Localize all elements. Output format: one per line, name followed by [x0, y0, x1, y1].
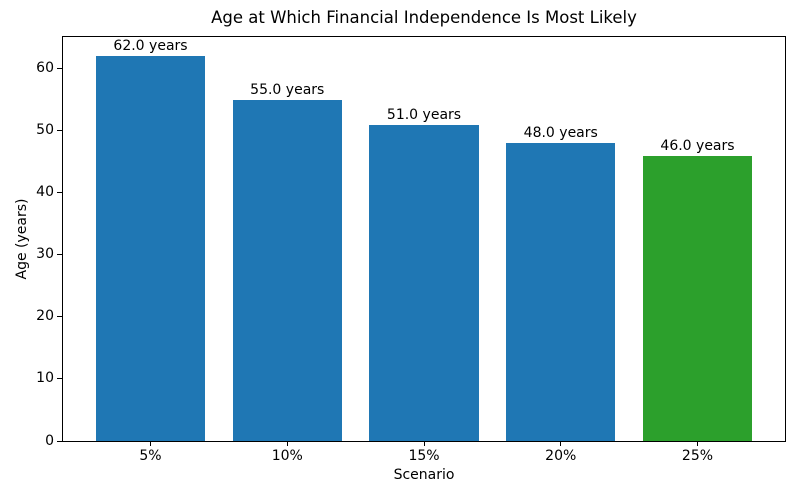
y-axis-tick — [57, 254, 62, 256]
bar — [369, 124, 479, 441]
x-axis-tick — [150, 442, 151, 446]
bar — [506, 143, 616, 441]
y-axis-tick-label: 20 — [36, 308, 54, 325]
bar — [95, 56, 206, 441]
bar — [232, 99, 342, 441]
y-axis-tick — [57, 130, 62, 132]
bar-value-label: 62.0 years — [113, 38, 188, 55]
y-axis-tick — [57, 192, 62, 194]
bar-value-label: 48.0 years — [523, 125, 598, 142]
y-axis-tick-label: 30 — [36, 246, 54, 263]
x-axis-tick — [696, 442, 698, 446]
x-axis-tick — [286, 442, 288, 446]
y-axis-tick — [57, 378, 62, 380]
y-axis-label: Age (years) — [14, 198, 30, 280]
x-axis-label: Scenario — [393, 467, 455, 483]
x-axis-tick-label: 20% — [545, 448, 577, 464]
x-axis-tick-label: 5% — [139, 448, 162, 464]
bar-value-label: 46.0 years — [660, 137, 735, 154]
y-axis-tick-label: 10 — [36, 370, 54, 387]
chart-title: Age at Which Financial Independence Is M… — [211, 8, 637, 27]
x-axis-tick — [560, 442, 562, 446]
x-axis-tick-label: 10% — [271, 448, 303, 464]
y-axis-tick-label: 0 — [45, 432, 54, 449]
y-axis-tick-label: 50 — [36, 122, 54, 139]
x-axis-tick-label: 25% — [681, 448, 714, 464]
bar — [642, 155, 753, 441]
bar-value-label: 55.0 years — [250, 81, 325, 98]
y-axis-tick — [57, 316, 62, 318]
plot-area: 62.0 years 55.0 years 51.0 years 48.0 years… — [62, 36, 786, 442]
x-axis-tick — [423, 442, 425, 446]
bar-value-label: 51.0 years — [386, 106, 462, 123]
y-axis-tick — [57, 68, 62, 70]
y-axis-tick — [57, 440, 62, 442]
y-axis-tick-label: 40 — [36, 184, 54, 201]
x-axis-tick-label: 15% — [408, 448, 440, 464]
y-axis-tick-label: 60 — [36, 60, 54, 77]
